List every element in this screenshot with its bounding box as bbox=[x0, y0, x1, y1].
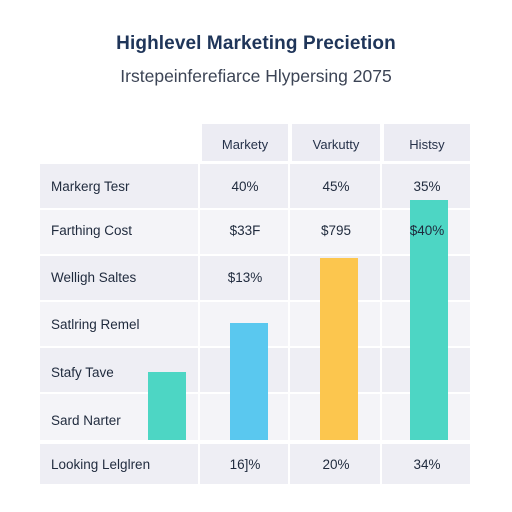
bar bbox=[148, 372, 186, 440]
table-cell: 35% bbox=[413, 179, 441, 194]
row-label: Looking Lelglren bbox=[51, 457, 151, 472]
table-cell: 34% bbox=[413, 457, 441, 472]
row-label: Satlring Remel bbox=[51, 317, 140, 332]
header-cell-bg bbox=[384, 124, 470, 161]
table-row bbox=[40, 210, 470, 254]
column-header: Markety bbox=[221, 137, 269, 152]
column-header: Varkutty bbox=[312, 137, 360, 152]
table-row bbox=[40, 164, 470, 208]
table-cell: 16]% bbox=[229, 457, 261, 472]
bar bbox=[320, 258, 358, 440]
row-label: Welligh Saltes bbox=[51, 270, 137, 285]
row-label: Farthing Cost bbox=[51, 223, 133, 238]
table-cell: $795 bbox=[320, 223, 352, 238]
table-cell: $13% bbox=[227, 270, 263, 285]
table-row bbox=[40, 444, 470, 484]
table-cell: 45% bbox=[322, 179, 350, 194]
chart-title: Highlevel Marketing Precietion bbox=[116, 33, 396, 54]
row-label: Stafy Tave bbox=[51, 365, 114, 380]
bar bbox=[230, 323, 268, 440]
table-cell: 20% bbox=[322, 457, 350, 472]
column-divider bbox=[380, 124, 382, 484]
table-cell: $33F bbox=[229, 223, 261, 238]
table-cell: 40% bbox=[231, 179, 259, 194]
header-cell-bg bbox=[202, 124, 288, 161]
table-row bbox=[40, 256, 470, 300]
chart-subtitle: Irstepeinferefiarce Hlypersing 2075 bbox=[120, 66, 392, 86]
table-cell: $40% bbox=[409, 223, 445, 238]
column-header: Histsy bbox=[409, 137, 445, 152]
column-divider bbox=[198, 164, 200, 484]
bar bbox=[410, 200, 448, 440]
column-divider bbox=[288, 124, 290, 484]
row-label: Sard Narter bbox=[51, 413, 121, 428]
header-cell-bg bbox=[292, 124, 380, 161]
row-label: Markerg Tesr bbox=[51, 179, 130, 194]
